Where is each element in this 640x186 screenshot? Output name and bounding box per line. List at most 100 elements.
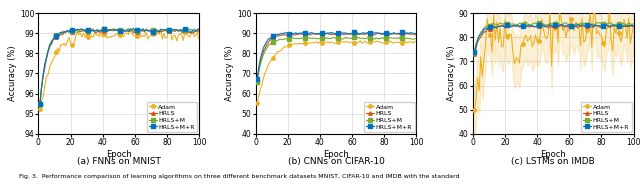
HRLS: [552, 25, 560, 27]
HRLS+M+R: [184, 29, 192, 32]
HRLS+M+R: [195, 28, 203, 30]
Text: Fig. 3.  Performance comparison of learning algorithms on three different benchm: Fig. 3. Performance comparison of learni…: [19, 174, 460, 179]
HRLS: [572, 23, 580, 25]
Adam: [546, 12, 554, 14]
HRLS+M+R: [291, 33, 298, 35]
Adam: [67, 42, 74, 44]
HRLS+M: [522, 20, 530, 23]
Adam: [508, 34, 515, 36]
Adam: [401, 40, 409, 42]
Adam: [618, 34, 626, 37]
HRLS+M: [401, 37, 409, 39]
Line: HRLS: HRLS: [38, 27, 201, 104]
Y-axis label: Accuracy (%): Accuracy (%): [225, 46, 234, 101]
Line: HRLS+M+R: HRLS+M+R: [38, 27, 201, 105]
HRLS+M+R: [520, 23, 528, 25]
HRLS+M+R: [567, 25, 575, 27]
Y-axis label: Accuracy (%): Accuracy (%): [447, 46, 456, 101]
Line: Adam: Adam: [38, 27, 201, 110]
Adam: [157, 28, 164, 30]
HRLS+M: [291, 37, 298, 40]
HRLS+M+R: [618, 25, 626, 27]
HRLS+M+R: [335, 32, 343, 35]
HRLS: [508, 25, 515, 27]
HRLS: [195, 29, 203, 31]
HRLS+M+R: [284, 32, 292, 34]
Adam: [131, 35, 139, 37]
Adam: [195, 39, 203, 41]
HRLS+M: [73, 28, 81, 31]
Adam: [567, 18, 575, 20]
Adam: [623, 37, 631, 40]
Line: Adam: Adam: [255, 39, 418, 105]
HRLS+M: [618, 23, 626, 25]
HRLS: [470, 53, 478, 55]
HRLS+M: [132, 30, 140, 33]
Text: (a) FNNs on MNIST: (a) FNNs on MNIST: [77, 157, 161, 166]
HRLS+M: [110, 28, 118, 30]
HRLS: [348, 32, 356, 35]
HRLS: [374, 32, 381, 34]
HRLS: [253, 79, 261, 82]
HRLS+M+R: [36, 102, 44, 105]
HRLS+M: [630, 23, 637, 25]
HRLS+M+R: [129, 27, 137, 29]
Text: (b) CNNs on CIFAR-10: (b) CNNs on CIFAR-10: [287, 157, 385, 166]
Adam: [284, 46, 292, 48]
HRLS+M: [508, 23, 515, 25]
Adam: [291, 42, 298, 45]
HRLS: [618, 26, 626, 28]
Adam: [348, 41, 356, 43]
Legend: Adam, HRLS, HRLS+M, HRLS+M+R: Adam, HRLS, HRLS+M, HRLS+M+R: [581, 102, 632, 132]
Line: HRLS: HRLS: [255, 31, 418, 82]
HRLS+M+R: [132, 29, 140, 31]
Adam: [118, 33, 126, 36]
HRLS: [67, 30, 74, 33]
HRLS+M: [470, 51, 478, 53]
Line: HRLS+M+R: HRLS+M+R: [472, 23, 636, 54]
HRLS+M+R: [470, 51, 478, 53]
HRLS: [501, 27, 509, 29]
HRLS+M+R: [67, 31, 74, 33]
HRLS+M+R: [406, 32, 414, 34]
Text: (c) LSTMs on IMDB: (c) LSTMs on IMDB: [511, 157, 595, 166]
Line: HRLS+M: HRLS+M: [255, 36, 418, 83]
HRLS+M+R: [383, 31, 391, 33]
Y-axis label: Accuracy (%): Accuracy (%): [8, 46, 17, 101]
Line: HRLS+M: HRLS+M: [38, 27, 201, 106]
HRLS+M: [567, 25, 575, 27]
Adam: [470, 109, 478, 111]
HRLS: [118, 33, 126, 35]
HRLS+M: [189, 30, 196, 32]
HRLS+M: [413, 37, 420, 39]
HRLS+M: [623, 23, 631, 25]
HRLS+M+R: [253, 78, 261, 80]
HRLS: [131, 31, 139, 33]
HRLS+M+R: [554, 25, 562, 27]
HRLS: [565, 25, 573, 27]
HRLS+M+R: [508, 25, 515, 28]
Adam: [184, 34, 192, 36]
HRLS+M+R: [623, 25, 631, 28]
X-axis label: Epoch: Epoch: [106, 150, 132, 159]
Adam: [189, 32, 196, 34]
Adam: [554, 41, 562, 44]
Adam: [36, 108, 44, 110]
HRLS+M+R: [189, 29, 196, 31]
HRLS: [630, 26, 637, 28]
Line: HRLS+M: HRLS+M: [472, 20, 636, 54]
Adam: [501, 19, 509, 21]
HRLS+M: [501, 22, 509, 25]
Legend: Adam, HRLS, HRLS+M, HRLS+M+R: Adam, HRLS, HRLS+M, HRLS+M+R: [147, 102, 197, 132]
X-axis label: Epoch: Epoch: [323, 150, 349, 159]
HRLS+M: [397, 36, 404, 38]
HRLS: [284, 33, 292, 36]
HRLS+M: [184, 28, 192, 30]
HRLS: [413, 33, 420, 36]
Legend: Adam, HRLS, HRLS+M, HRLS+M+R: Adam, HRLS, HRLS+M, HRLS+M+R: [364, 102, 415, 132]
HRLS+M+R: [348, 32, 356, 34]
HRLS: [623, 25, 631, 27]
HRLS+M: [253, 80, 261, 83]
HRLS+M+R: [413, 32, 420, 34]
X-axis label: Epoch: Epoch: [540, 150, 566, 159]
